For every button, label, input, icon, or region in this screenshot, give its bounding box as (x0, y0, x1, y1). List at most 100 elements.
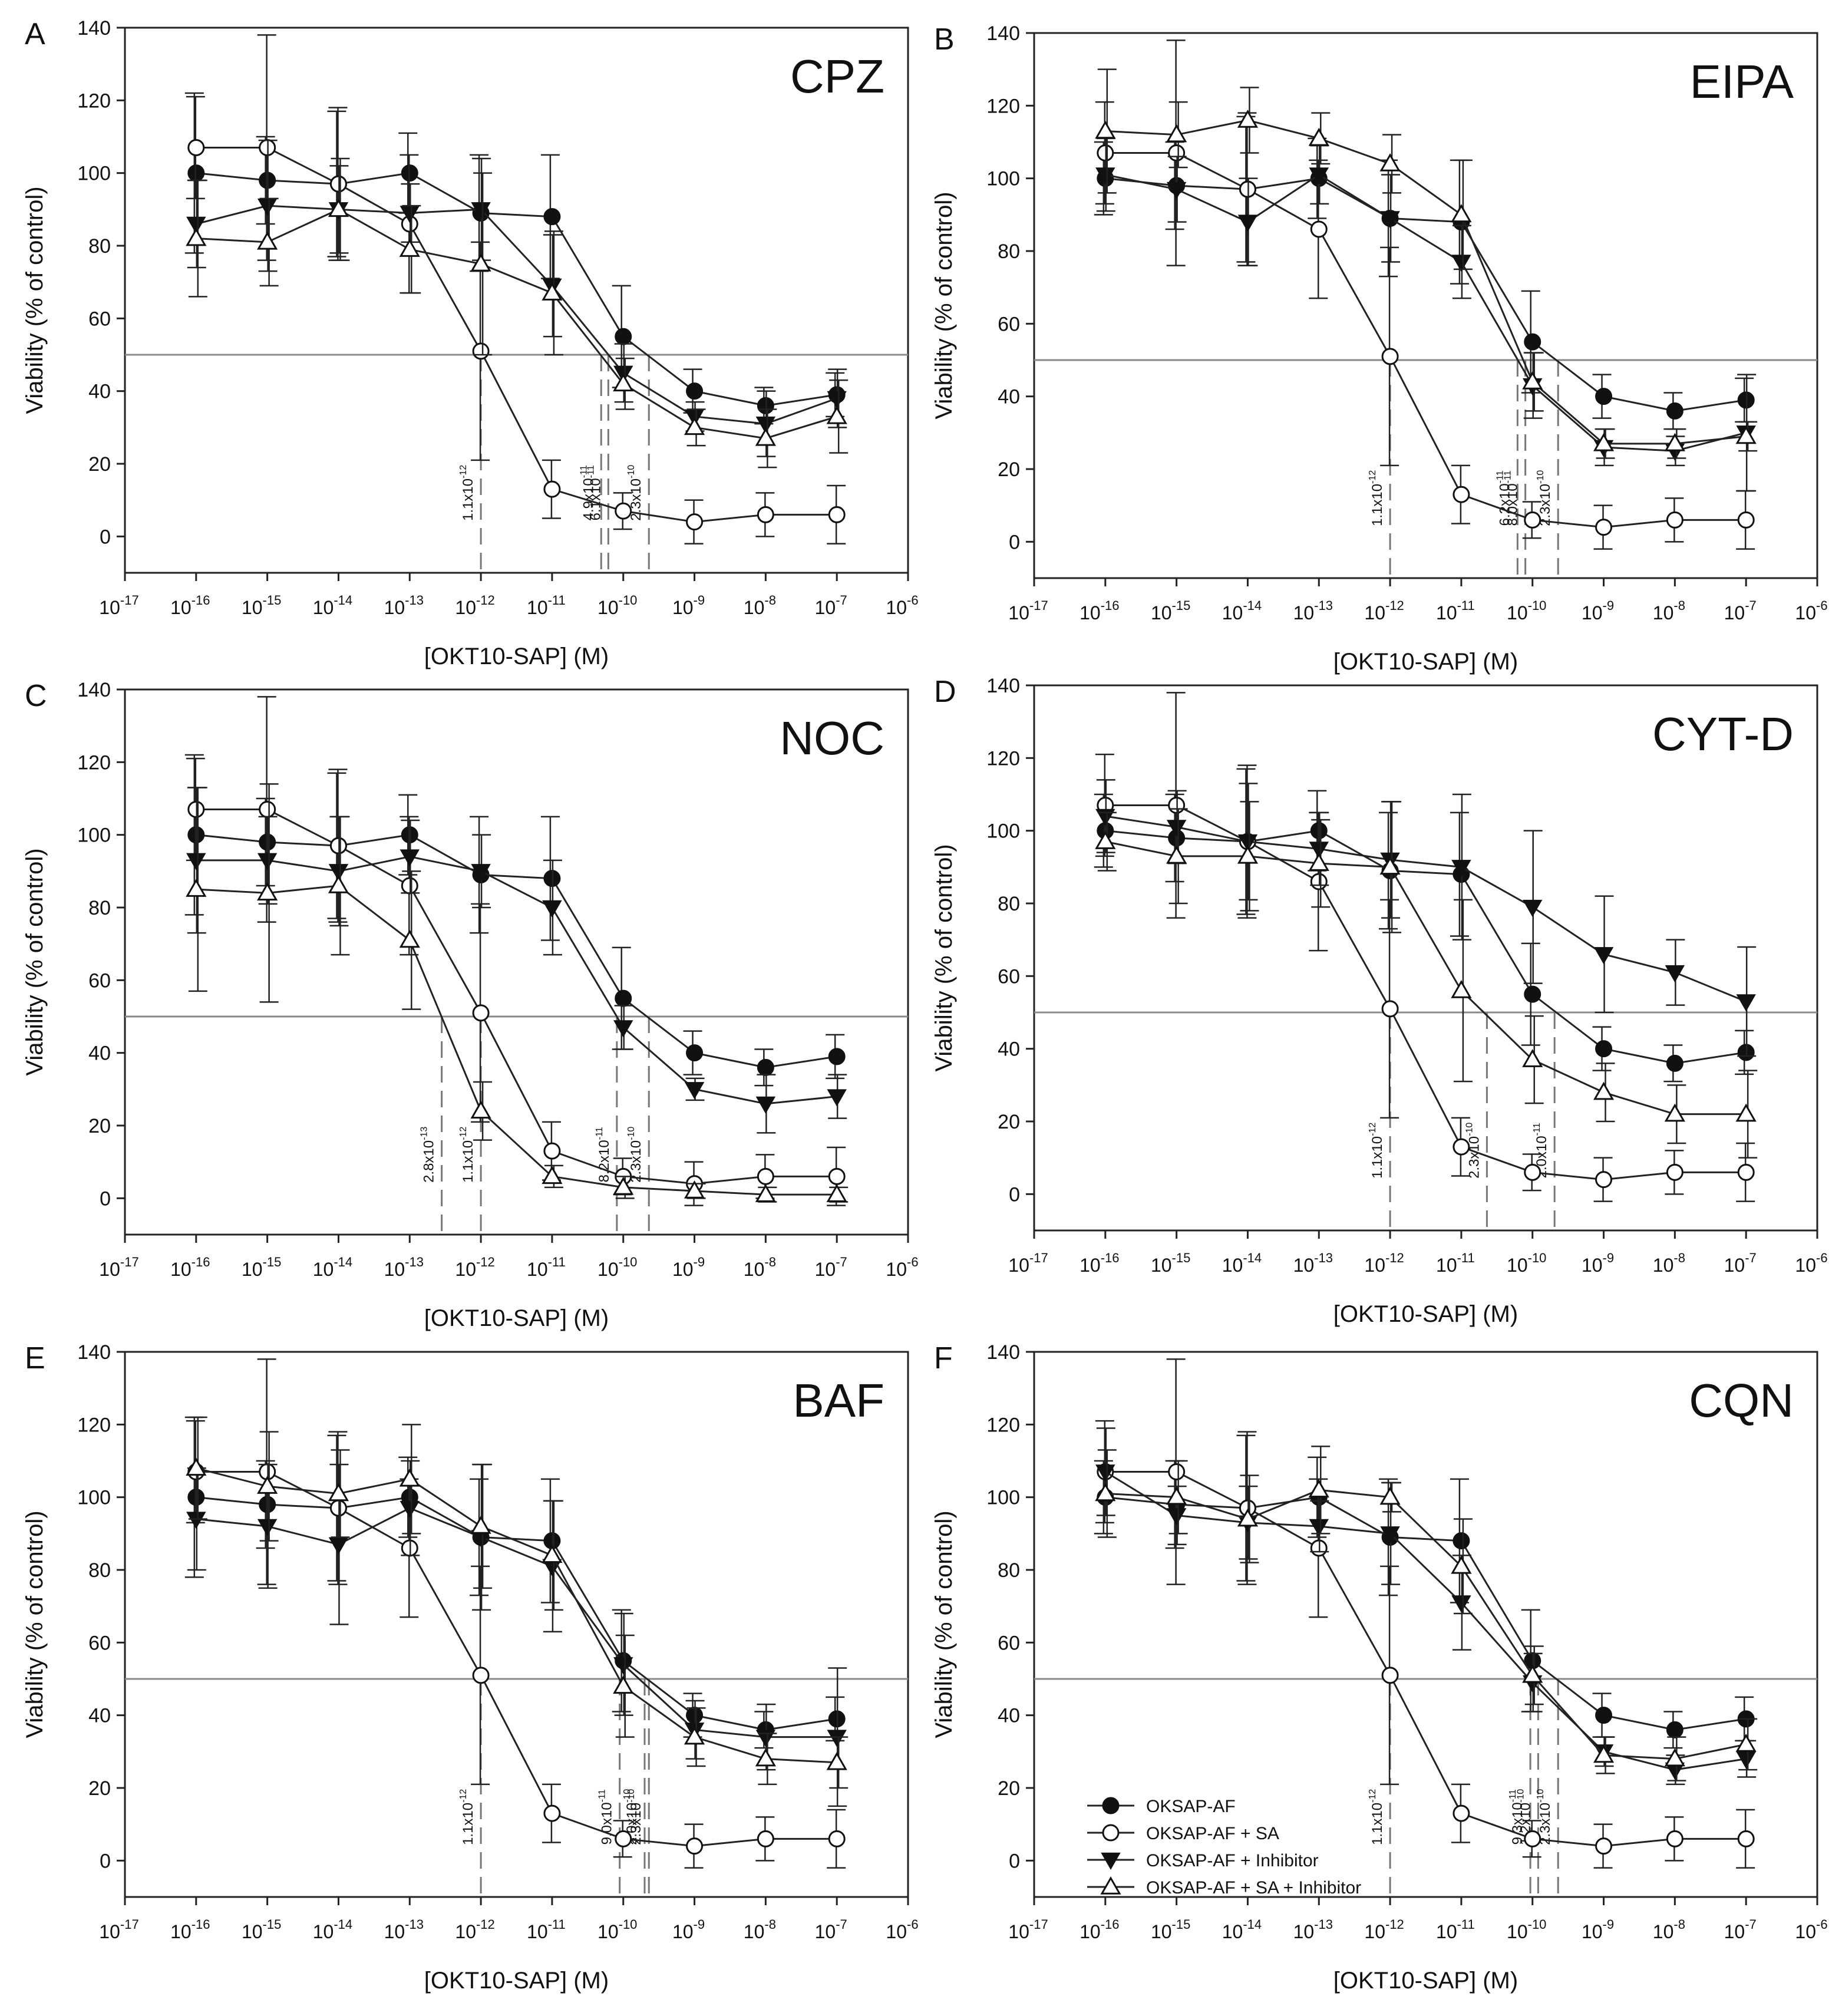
data-point (1664, 1748, 1685, 1767)
x-tick-label: 10-8 (744, 1917, 776, 1942)
x-tick-label: 10-17 (1008, 1917, 1048, 1942)
data-point (186, 879, 207, 897)
data-point (613, 1176, 634, 1195)
panel-title: NOC (780, 712, 884, 764)
series-4 (1095, 801, 1758, 1159)
data-point (1451, 255, 1471, 272)
y-tick-label: 100 (986, 168, 1020, 190)
data-point (1453, 1532, 1470, 1550)
x-tick-label: 10-13 (1293, 598, 1333, 623)
x-tick-label: 10-6 (1795, 1250, 1827, 1276)
y-axis-title: Viability (% of control) (931, 844, 957, 1071)
data-point (399, 1468, 420, 1487)
y-tick-label: 80 (998, 893, 1020, 915)
ic50-label: 8.2x10-11 (595, 1127, 612, 1182)
data-point (542, 1545, 563, 1563)
data-point (328, 1537, 349, 1555)
data-point (757, 1058, 774, 1076)
data-point (1308, 1479, 1329, 1498)
y-axis-title: Viability (% of control) (22, 848, 48, 1075)
data-point (1664, 1103, 1685, 1122)
y-tick-label: 120 (77, 751, 111, 774)
x-tick-label: 10-16 (170, 1255, 210, 1280)
x-tick-label: 10-11 (1436, 1250, 1475, 1276)
y-tick-label: 40 (998, 1038, 1020, 1061)
data-point (1595, 519, 1613, 536)
data-point (1522, 1049, 1543, 1067)
data-point (755, 416, 776, 434)
data-point (187, 139, 205, 156)
series-line (1105, 1496, 1747, 1731)
data-point (1166, 124, 1187, 143)
data-point (1237, 845, 1259, 864)
panel-title: BAF (793, 1374, 884, 1427)
x-tick-label: 10-9 (672, 593, 705, 618)
data-point (827, 1730, 847, 1747)
ic50-label: 1.1x10-12 (1368, 1123, 1385, 1179)
y-tick-label: 80 (998, 1559, 1020, 1582)
data-point (686, 1044, 704, 1062)
y-tick-label: 100 (77, 163, 111, 185)
data-point (1166, 1508, 1187, 1526)
data-point (186, 216, 206, 235)
series-3 (1095, 137, 1757, 492)
panel-d: D CYT-D 0 20 40 60 80 100 120 140 Viability (% of … (931, 675, 1828, 1327)
data-point (1308, 127, 1329, 146)
series-3 (1095, 779, 1757, 1057)
data-point (257, 853, 278, 870)
ic50-label: 6.1x10-11 (586, 465, 603, 520)
series-line (196, 204, 837, 425)
y-axis-title: Viability (% of control) (931, 192, 957, 419)
data-point (615, 502, 632, 520)
x-axis-title: [OKT10-SAP] (M) (424, 1968, 609, 1994)
data-point (1309, 1519, 1329, 1537)
panel-a: A CPZ 0 20 40 60 80 100 120 140 Viability (% of co… (22, 17, 919, 669)
series-1 (184, 754, 846, 1087)
x-tick-label: 10-10 (598, 1917, 637, 1942)
data-point (1237, 215, 1258, 232)
series-line (1105, 1489, 1747, 1760)
x-tick-label: 10-15 (242, 593, 281, 618)
data-point (755, 1184, 776, 1202)
data-point (613, 373, 634, 392)
x-tick-label: 10-15 (242, 1255, 281, 1280)
data-point (1309, 842, 1329, 859)
x-tick-label: 10-8 (1653, 598, 1685, 623)
x-tick-label: 10-15 (1151, 598, 1190, 623)
series-3 (186, 139, 847, 457)
x-tick-label: 10-10 (598, 1255, 637, 1280)
data-point (684, 1726, 705, 1745)
series-2 (186, 696, 846, 1206)
data-point (1593, 1081, 1615, 1100)
data-point (1595, 1171, 1613, 1189)
x-tick-label: 10-11 (1436, 1917, 1475, 1942)
series-line (196, 1496, 837, 1731)
data-point (1308, 853, 1329, 871)
x-tick-label: 10-16 (170, 1917, 210, 1942)
data-point (1522, 371, 1543, 390)
data-point (615, 1830, 632, 1847)
x-tick-label: 10-9 (1582, 1917, 1614, 1942)
data-point (472, 342, 490, 360)
data-point (826, 1751, 847, 1770)
data-point (1237, 834, 1258, 852)
y-tick-label: 0 (1009, 531, 1020, 553)
x-tick-label: 10-11 (527, 1917, 566, 1942)
data-point (1168, 1463, 1186, 1480)
series-line (1105, 1471, 1747, 1847)
data-point (543, 1142, 561, 1160)
y-tick-label: 120 (77, 1414, 111, 1436)
x-tick-label: 10-8 (1653, 1917, 1685, 1942)
x-tick-label: 10-14 (313, 1255, 352, 1280)
data-point (686, 513, 704, 531)
x-tick-label: 10-7 (815, 1917, 847, 1942)
data-point (471, 864, 491, 882)
data-point (1595, 1040, 1613, 1058)
data-point (1166, 182, 1187, 200)
y-tick-label: 60 (88, 969, 111, 992)
data-point (328, 875, 349, 893)
data-point (755, 1748, 776, 1767)
plot-frame (1033, 32, 1818, 579)
y-tick-label: 40 (998, 386, 1020, 408)
data-point (1453, 486, 1470, 503)
